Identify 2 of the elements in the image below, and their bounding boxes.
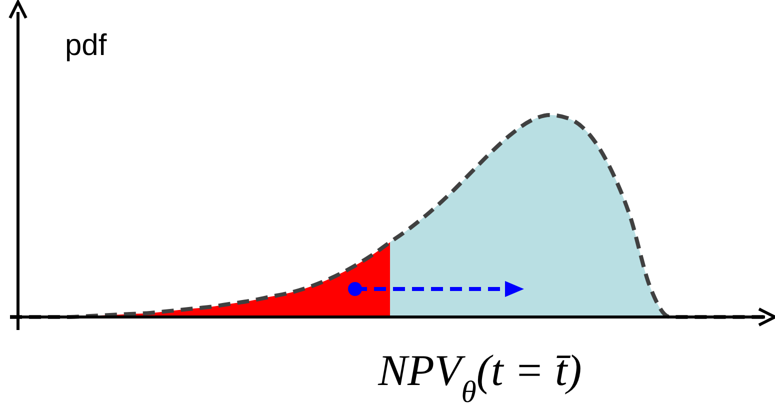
x-axis-title: NPV$_{θ}$(t = t̄)	[377, 346, 582, 407]
y-axis-title: pdf	[65, 29, 108, 62]
